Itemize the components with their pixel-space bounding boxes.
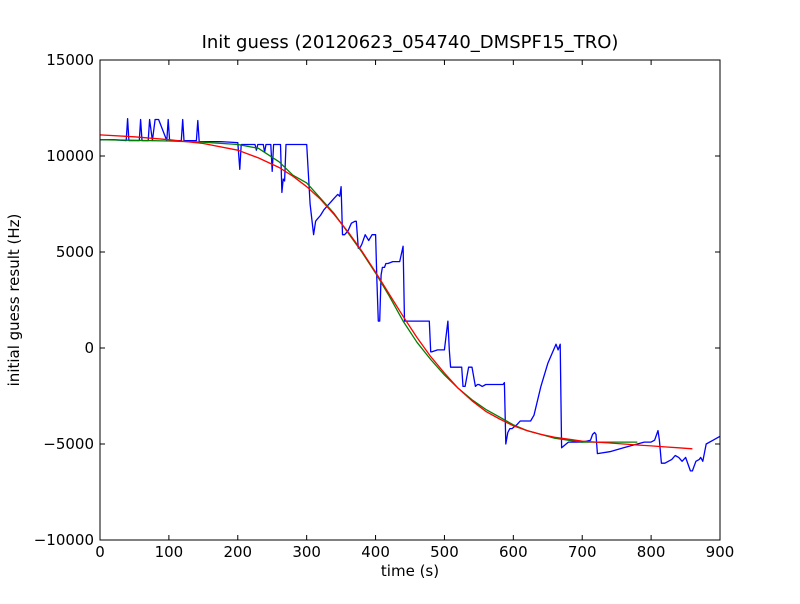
x-axis-label: time (s) bbox=[381, 562, 439, 580]
x-tick-label: 0 bbox=[95, 543, 105, 561]
series-line-2 bbox=[99, 139, 638, 443]
y-tick-label: 5000 bbox=[56, 243, 94, 261]
x-tick-label: 900 bbox=[706, 543, 735, 561]
tick-layer: 0 100 200 300 400 500 600 700 800 900 −10000 −5000 0… bbox=[34, 51, 735, 561]
y-tick-label: 0 bbox=[84, 339, 94, 357]
x-tick-label: 600 bbox=[499, 543, 528, 561]
y-tick-label: 10000 bbox=[46, 147, 94, 165]
chart-title: Init guess (20120623_054740_DMSPF15_TRO) bbox=[202, 32, 619, 53]
x-tick-label: 100 bbox=[155, 543, 184, 561]
axes-frame bbox=[99, 59, 721, 541]
y-tick-label: 15000 bbox=[46, 51, 94, 69]
y-tick-label: −5000 bbox=[43, 435, 94, 453]
x-tick-label: 200 bbox=[223, 543, 252, 561]
x-tick-label: 800 bbox=[637, 543, 666, 561]
x-tick-label: 700 bbox=[568, 543, 597, 561]
series-layer bbox=[99, 117, 721, 472]
series-line-3 bbox=[99, 134, 693, 450]
series-line-1 bbox=[100, 117, 721, 472]
x-tick-label: 300 bbox=[292, 543, 321, 561]
x-tick-label: 500 bbox=[430, 543, 459, 561]
plot-area bbox=[100, 60, 720, 540]
y-tick-label: −10000 bbox=[34, 531, 94, 549]
y-axis-label: initial guess result (Hz) bbox=[5, 214, 23, 387]
x-tick-label: 400 bbox=[361, 543, 390, 561]
